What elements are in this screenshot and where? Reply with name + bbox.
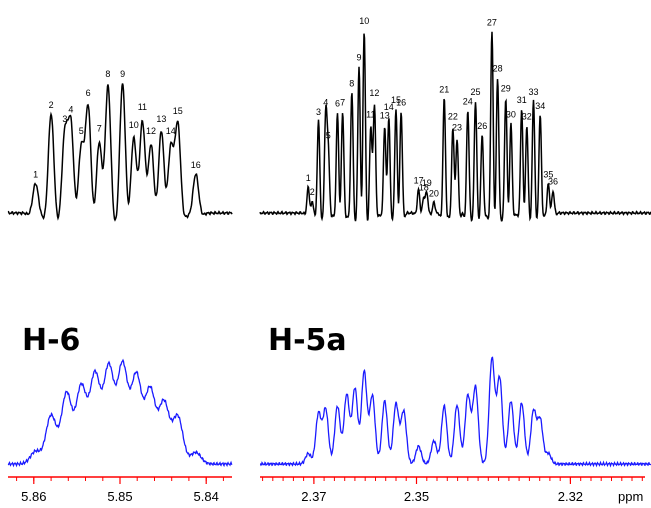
peak-label: 17 <box>414 175 424 185</box>
tick-label: 2.32 <box>558 489 583 504</box>
peak-label: 21 <box>439 85 449 95</box>
peak-label: 16 <box>191 160 201 170</box>
tick-label: 5.85 <box>107 489 132 504</box>
tick-label: 5.84 <box>194 489 219 504</box>
h6-x-axis: 5.86 5.85 5.84 <box>8 476 232 504</box>
peak-label: 3 <box>316 107 321 117</box>
peak-label: 1 <box>306 173 311 183</box>
peak-label: 23 <box>452 122 462 132</box>
peak-label: 2 <box>49 100 54 110</box>
peak-label: 18 <box>419 183 429 193</box>
peak-label: 22 <box>448 112 458 122</box>
peak-label: 26 <box>477 121 487 131</box>
h6-enhanced-spectrum <box>7 83 233 222</box>
peak-label: 15 <box>391 95 401 105</box>
peak-label: 15 <box>173 106 183 116</box>
enhanced-trace <box>7 83 233 222</box>
h6-panel-label: H-6 <box>22 323 80 358</box>
peak-label: 24 <box>463 96 473 106</box>
peak-label: 20 <box>429 188 439 198</box>
peak-label: 19 <box>422 178 432 188</box>
peak-label: 33 <box>528 87 538 97</box>
peak-label: 5 <box>79 126 84 136</box>
peak-label: 31 <box>517 95 527 105</box>
experimental-trace <box>7 358 233 468</box>
peak-label: 34 <box>535 101 545 111</box>
peak-label: 12 <box>369 88 379 98</box>
peak-label: 8 <box>105 69 110 79</box>
peak-label: 16 <box>396 98 406 108</box>
peak-label: 30 <box>506 109 516 119</box>
h5a-experimental-spectrum <box>259 356 651 468</box>
peak-label: 6 <box>86 88 91 98</box>
tick-label: 5.86 <box>21 489 46 504</box>
peak-label: 14 <box>166 126 176 136</box>
h5a-enhanced-spectrum <box>259 31 651 222</box>
peak-label: 5 <box>326 131 331 141</box>
peak-label: 13 <box>156 114 166 124</box>
peak-label: 13 <box>380 111 390 121</box>
peak-label: 7 <box>340 98 345 108</box>
peak-label: 27 <box>487 17 497 27</box>
peak-label: 11 <box>366 109 375 119</box>
peak-label: 25 <box>470 87 480 97</box>
h5a-panel-label: H-5a <box>268 323 347 358</box>
peak-label: 9 <box>120 69 125 79</box>
experimental-trace <box>259 356 651 468</box>
peak-label: 28 <box>493 63 503 73</box>
peak-label: 9 <box>356 53 361 63</box>
enhanced-trace <box>259 31 651 222</box>
peak-label: 36 <box>548 177 558 187</box>
tick-label: 2.35 <box>404 489 429 504</box>
peak-label: 1 <box>33 170 38 180</box>
peak-label: 10 <box>129 120 139 130</box>
peak-label: 3 <box>62 114 67 124</box>
peak-label: 7 <box>97 124 102 134</box>
peak-label: 14 <box>384 102 394 112</box>
peak-label: 4 <box>323 98 328 108</box>
x-axis-unit-label: ppm <box>618 489 643 504</box>
peak-label: 4 <box>68 105 73 115</box>
peak-label: 2 <box>310 187 315 197</box>
peak-label: 29 <box>501 83 511 93</box>
peak-label: 32 <box>522 112 532 122</box>
h6-experimental-spectrum <box>7 358 233 468</box>
peak-label: 11 <box>138 102 147 112</box>
peak-label: 35 <box>543 170 553 180</box>
peak-label: 10 <box>359 16 369 26</box>
peak-label: 6 <box>335 99 340 109</box>
peak-label: 8 <box>349 79 354 89</box>
peak-label: 12 <box>146 126 156 136</box>
h5a-x-axis: 2.37 2.35 2.32 <box>260 476 645 504</box>
tick-label: 2.37 <box>301 489 326 504</box>
